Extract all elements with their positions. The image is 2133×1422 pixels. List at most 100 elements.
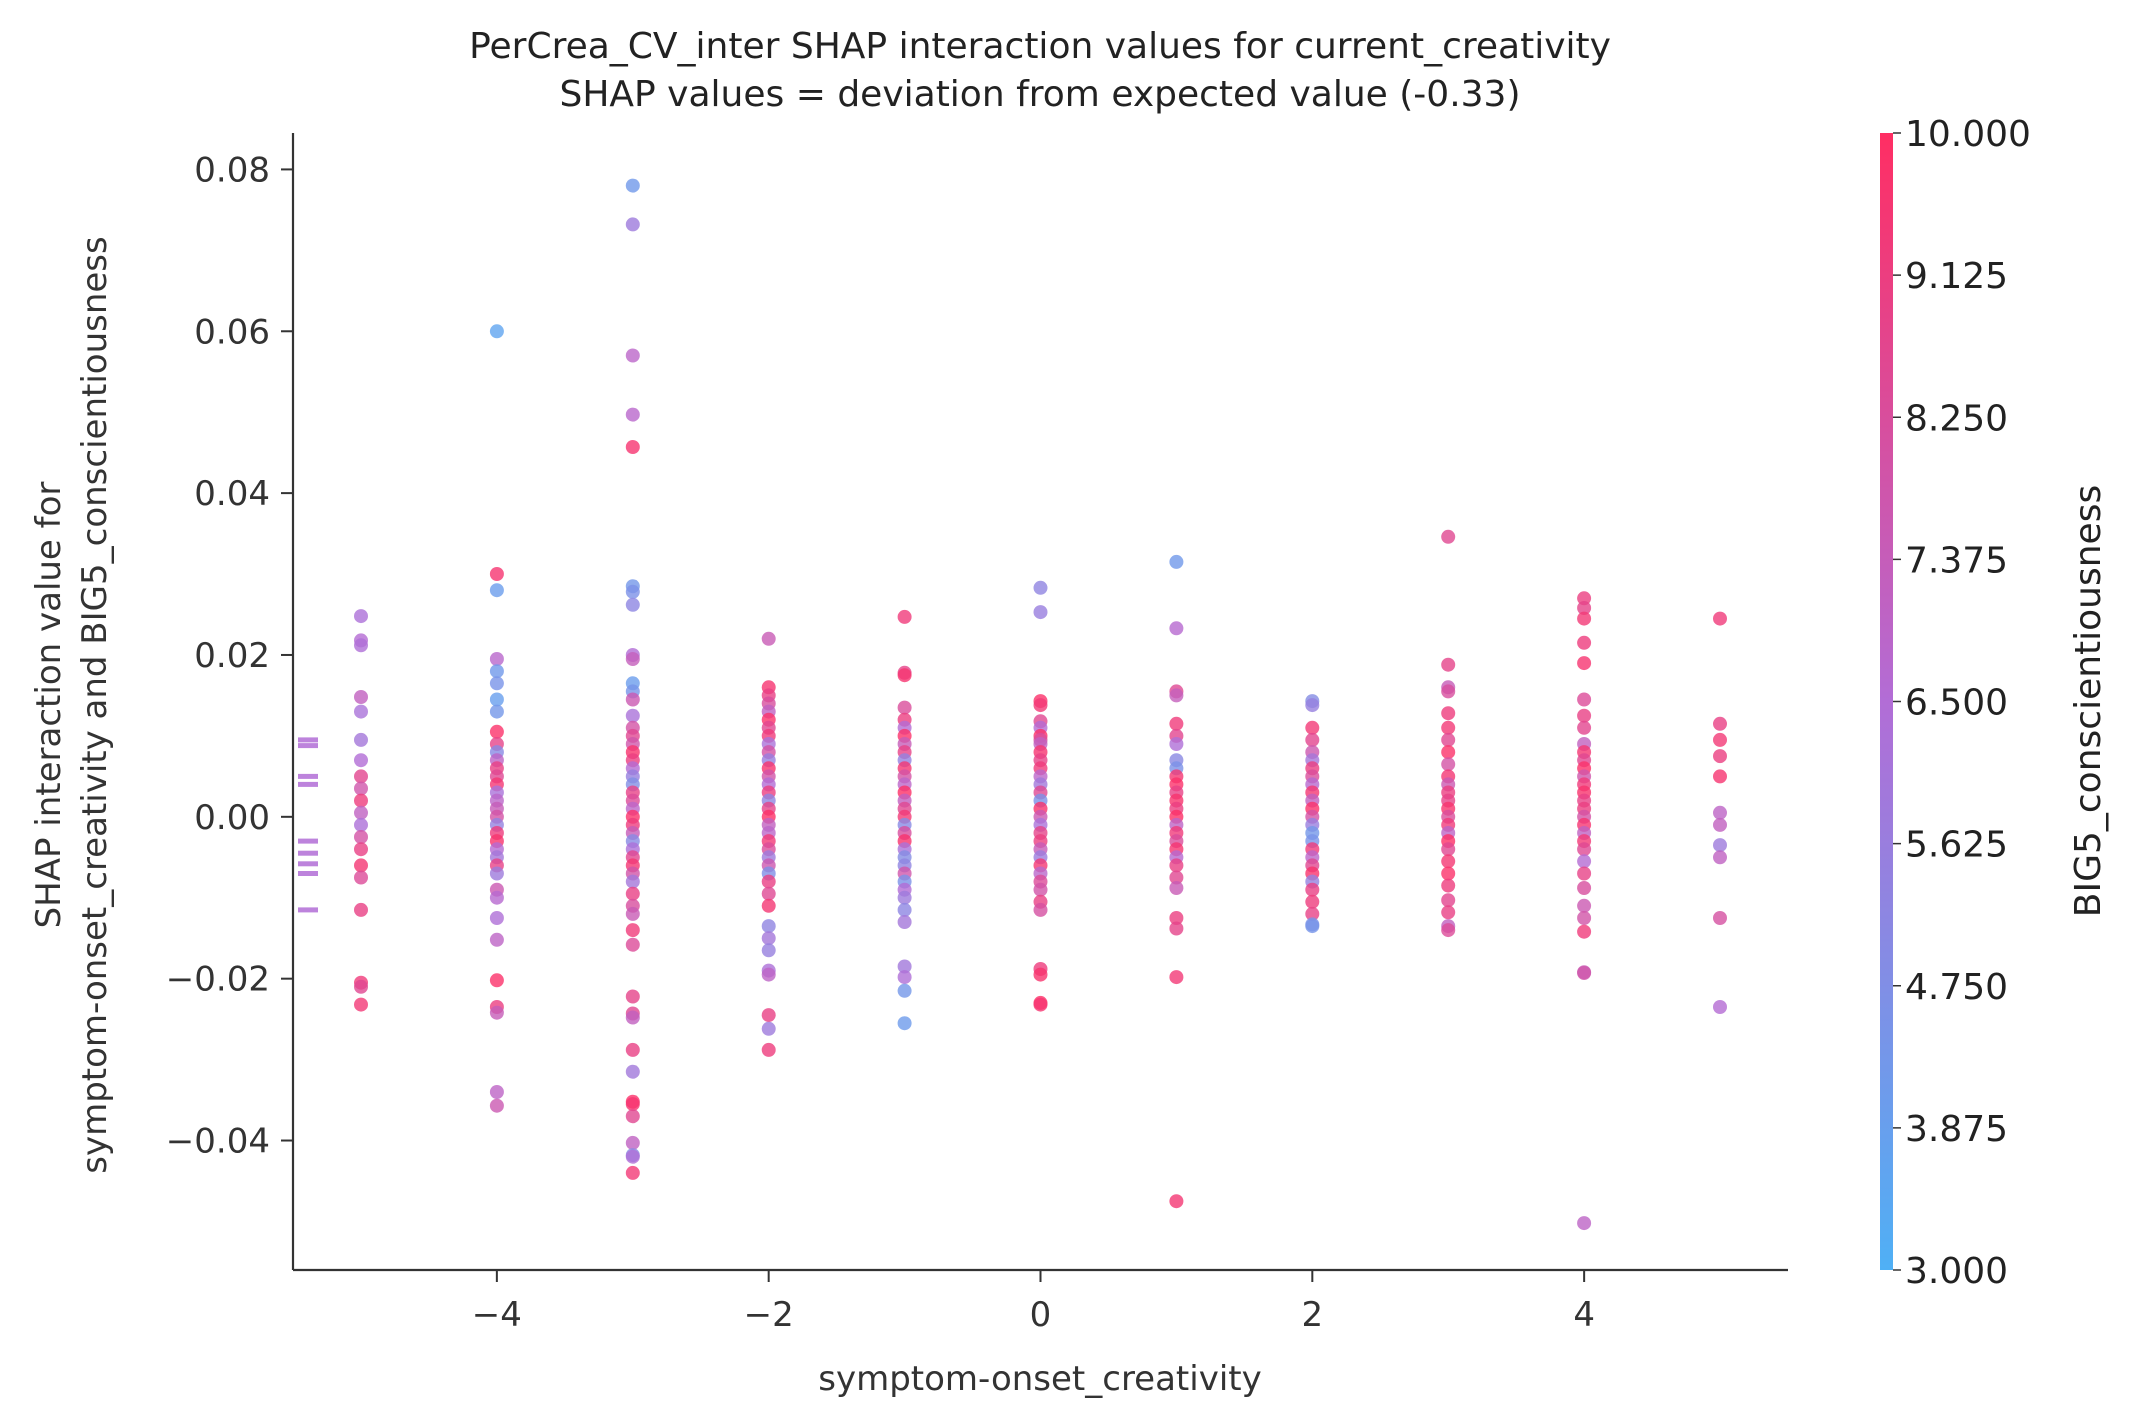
scatter-point (625, 178, 640, 193)
x-tick-label: 4 (1573, 1295, 1595, 1335)
scatter-point (1441, 923, 1456, 938)
colorbar-tick-label: 3.875 (1905, 1109, 2008, 1150)
scatter-points (354, 178, 1727, 1231)
scatter-point (489, 890, 504, 905)
scatter-point (625, 1165, 640, 1180)
scatter-point (354, 817, 368, 832)
marginal-bar (298, 861, 318, 867)
scatter-point (625, 348, 640, 363)
scatter-point (1169, 716, 1184, 731)
scatter-point (489, 724, 504, 739)
scatter-point (1169, 921, 1184, 936)
scatter-point (625, 652, 640, 666)
scatter-point (761, 631, 776, 646)
scatter-point (489, 911, 504, 925)
scatter-point (489, 1098, 504, 1113)
marginal-bar (298, 781, 318, 787)
scatter-point (897, 970, 912, 985)
scatter-point (1169, 1194, 1184, 1209)
scatter-point (489, 1005, 504, 1020)
scatter-point (761, 967, 776, 982)
scatter-point (1713, 805, 1727, 820)
scatter-point (489, 652, 504, 666)
colorbar (1880, 133, 1893, 1270)
scatter-point (489, 973, 504, 988)
scatter-point (354, 858, 368, 873)
scatter-point (761, 874, 776, 889)
scatter-point (625, 1064, 640, 1079)
y-tick-label: 0.04 (194, 474, 270, 514)
scatter-point (625, 923, 640, 938)
scatter-point (761, 898, 776, 913)
scatter-point (625, 874, 640, 889)
scatter-point (1441, 684, 1456, 699)
scatter-point (625, 906, 640, 921)
x-tick-label: 0 (1030, 1295, 1052, 1335)
y-tick-label: −0.04 (166, 1122, 270, 1162)
y-tick-label: 0.02 (194, 636, 270, 676)
scatter-point (897, 890, 912, 905)
scatter-point (489, 1085, 504, 1099)
scatter-point (1713, 611, 1727, 626)
colorbar-tick-label: 7.375 (1905, 540, 2008, 581)
scatter-point (1577, 924, 1592, 939)
marginal-bar (298, 907, 318, 913)
scatter-point (1713, 838, 1727, 853)
scatter-point (354, 793, 368, 808)
scatter-point (1169, 688, 1184, 703)
scatter-point (1169, 621, 1184, 636)
scatter-point (761, 1042, 776, 1057)
scatter-point (354, 753, 368, 768)
scatter-point (489, 866, 504, 881)
scatter-point (1577, 708, 1592, 723)
scatter-point (489, 704, 504, 719)
scatter-point (489, 324, 504, 339)
scatter-point (1169, 911, 1184, 925)
colorbar-label: BIG5_conscientiousness (2068, 485, 2109, 917)
scatter-point (897, 902, 912, 917)
scatter-point (625, 886, 640, 901)
scatter-point (1441, 706, 1456, 721)
scatter-point (489, 583, 504, 598)
y-tick-label: 0.06 (194, 312, 270, 352)
scatter-point (1577, 1216, 1592, 1231)
scatter-point (1033, 698, 1048, 713)
scatter-point (489, 567, 504, 581)
x-axis-ticks: −4 −2 0 2 4 (472, 1270, 1595, 1335)
scatter-point (1169, 858, 1184, 873)
y-axis-label-line2: symptom-onset_creativity and BIG5_consci… (75, 236, 115, 1174)
scatter-point (1577, 611, 1592, 626)
scatter-point (1033, 882, 1048, 897)
x-tick-label: 2 (1301, 1295, 1323, 1335)
scatter-point (1169, 737, 1184, 751)
scatter-point (1305, 919, 1320, 934)
scatter-point (1441, 657, 1456, 672)
scatter-point (1577, 854, 1592, 869)
scatter-point (761, 1021, 776, 1036)
scatter-point (354, 842, 368, 857)
scatter-point (625, 1135, 640, 1150)
scatter-point (354, 638, 368, 653)
scatter-point (354, 902, 368, 917)
scatter-point (1577, 911, 1592, 925)
scatter-point (1169, 881, 1184, 895)
scatter-point (1441, 842, 1456, 857)
scatter-point (1033, 967, 1048, 982)
colorbar-tick-label: 8.250 (1905, 398, 2008, 439)
scatter-point (1577, 720, 1592, 735)
scatter-point (1713, 769, 1727, 784)
scatter-point (1713, 716, 1727, 731)
scatter-point (489, 664, 504, 679)
marginal-histogram (298, 737, 318, 913)
scatter-point (354, 997, 368, 1012)
scatter-point (625, 440, 640, 454)
scatter-point (625, 1109, 640, 1124)
x-tick-label: −2 (744, 1295, 794, 1335)
scatter-point (1713, 1000, 1727, 1014)
scatter-point (354, 979, 368, 994)
scatter-point (625, 1010, 640, 1025)
colorbar-tick-label: 9.125 (1905, 256, 2008, 297)
scatter-point (1033, 997, 1048, 1012)
scatter-point (1713, 850, 1727, 865)
scatter-point (1577, 635, 1592, 650)
